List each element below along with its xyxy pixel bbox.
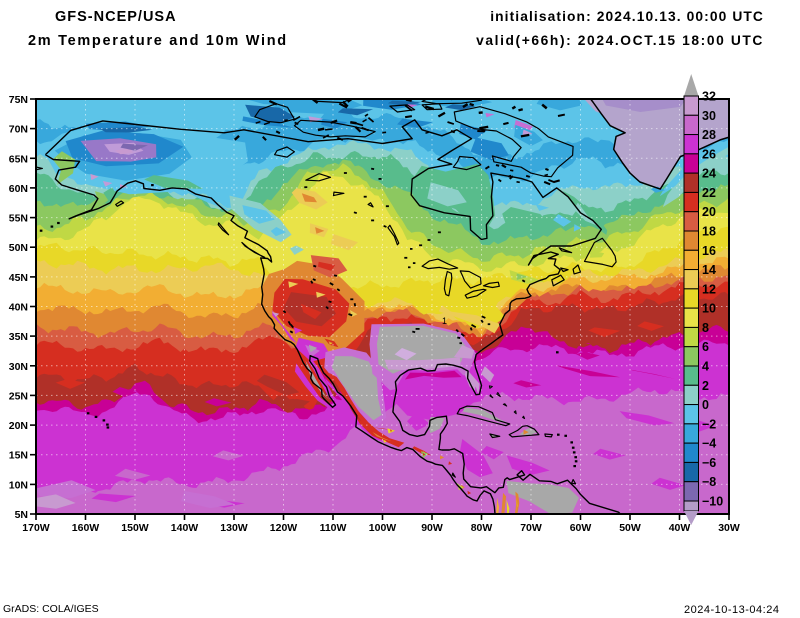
svg-text:75N: 75N: [9, 94, 28, 106]
svg-text:120W: 120W: [270, 522, 298, 534]
svg-text:18: 18: [702, 225, 716, 239]
svg-text:40W: 40W: [669, 522, 691, 534]
svg-text:16: 16: [702, 244, 716, 258]
svg-text:110W: 110W: [320, 522, 347, 534]
svg-text:8: 8: [702, 321, 709, 335]
svg-text:160W: 160W: [72, 522, 100, 534]
svg-text:GFS-NCEP/USA: GFS-NCEP/USA: [55, 9, 177, 25]
svg-text:28: 28: [702, 128, 716, 142]
svg-text:4: 4: [702, 360, 709, 374]
svg-text:2m Temperature and 10m Wind: 2m Temperature and 10m Wind: [28, 33, 288, 49]
svg-text:80W: 80W: [471, 522, 493, 534]
svg-text:26: 26: [702, 147, 716, 161]
svg-text:140W: 140W: [171, 522, 199, 534]
svg-text:15N: 15N: [9, 450, 28, 462]
svg-text:90W: 90W: [421, 522, 443, 534]
svg-text:GrADS: COLA/IGES: GrADS: COLA/IGES: [3, 603, 99, 615]
svg-text:40N: 40N: [9, 302, 28, 314]
svg-text:−2: −2: [702, 417, 716, 431]
svg-text:10: 10: [702, 302, 716, 316]
svg-text:30N: 30N: [9, 361, 28, 373]
svg-text:6: 6: [702, 340, 709, 354]
svg-text:5N: 5N: [15, 509, 28, 521]
svg-text:55N: 55N: [9, 213, 28, 225]
svg-text:22: 22: [702, 186, 716, 200]
svg-text:14: 14: [702, 263, 716, 277]
svg-text:50W: 50W: [619, 522, 641, 534]
svg-text:1: 1: [442, 316, 447, 326]
svg-text:150W: 150W: [121, 522, 149, 534]
svg-text:32: 32: [702, 90, 716, 104]
svg-text:−4: −4: [702, 437, 716, 451]
svg-text:65N: 65N: [9, 153, 28, 165]
svg-text:25N: 25N: [9, 390, 28, 402]
svg-text:24: 24: [702, 167, 716, 181]
svg-text:2024-10-13-04:24: 2024-10-13-04:24: [684, 604, 779, 616]
svg-text:35N: 35N: [9, 331, 28, 343]
svg-text:60W: 60W: [570, 522, 592, 534]
svg-text:2: 2: [702, 379, 709, 393]
svg-text:70N: 70N: [9, 124, 28, 136]
svg-text:−8: −8: [702, 475, 716, 489]
svg-text:−6: −6: [702, 456, 716, 470]
svg-text:0: 0: [702, 398, 709, 412]
svg-text:70W: 70W: [520, 522, 542, 534]
svg-text:170W: 170W: [22, 522, 50, 534]
svg-text:50N: 50N: [9, 242, 28, 254]
svg-text:30W: 30W: [718, 522, 740, 534]
svg-text:valid(+66h): 2024.OCT.15 18:00: valid(+66h): 2024.OCT.15 18:00 UTC: [476, 33, 764, 48]
svg-text:10N: 10N: [9, 479, 28, 491]
svg-text:45N: 45N: [9, 272, 28, 284]
svg-text:−10: −10: [702, 495, 723, 509]
svg-text:20N: 20N: [9, 420, 28, 432]
svg-text:130W: 130W: [220, 522, 248, 534]
svg-text:20: 20: [702, 205, 716, 219]
svg-text:initialisation: 2024.10.13. 00: initialisation: 2024.10.13. 00:00 UTC: [490, 9, 764, 24]
svg-text:60N: 60N: [9, 183, 28, 195]
svg-text:100W: 100W: [369, 522, 397, 534]
svg-text:12: 12: [702, 282, 716, 296]
svg-text:30: 30: [702, 109, 716, 123]
